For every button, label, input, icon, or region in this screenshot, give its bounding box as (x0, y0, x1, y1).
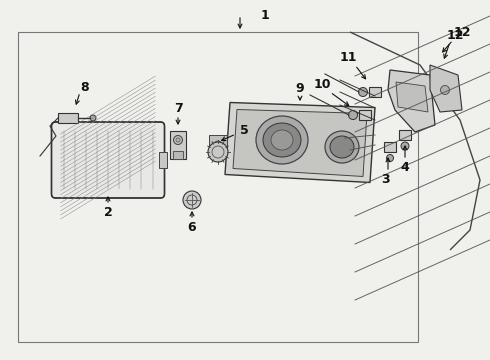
Ellipse shape (401, 142, 409, 150)
Ellipse shape (387, 154, 393, 162)
Text: 11: 11 (339, 50, 357, 63)
Bar (170, 131, 186, 159)
Polygon shape (430, 65, 462, 112)
Bar (58, 113, 78, 123)
Ellipse shape (173, 135, 182, 144)
Bar (384, 142, 396, 152)
Polygon shape (233, 109, 367, 176)
Text: 12: 12 (453, 26, 471, 39)
Bar (399, 130, 411, 140)
Ellipse shape (441, 86, 449, 95)
FancyBboxPatch shape (51, 122, 165, 198)
Text: 6: 6 (188, 220, 196, 234)
Text: 8: 8 (81, 81, 89, 94)
Text: 12: 12 (446, 28, 464, 41)
Ellipse shape (271, 130, 293, 150)
Ellipse shape (359, 87, 368, 96)
Text: 7: 7 (173, 102, 182, 114)
Bar (209, 135, 227, 155)
Bar (369, 87, 381, 97)
Ellipse shape (330, 136, 354, 158)
Bar (18, 32, 418, 342)
Text: 10: 10 (313, 77, 331, 90)
Ellipse shape (348, 111, 358, 120)
Text: 3: 3 (381, 172, 390, 185)
Ellipse shape (183, 191, 201, 209)
Polygon shape (225, 103, 375, 183)
Ellipse shape (208, 142, 228, 162)
Text: 4: 4 (401, 161, 409, 174)
Ellipse shape (256, 116, 308, 164)
Polygon shape (396, 82, 428, 112)
Text: 2: 2 (103, 206, 112, 219)
Ellipse shape (90, 115, 96, 121)
Bar (173, 151, 183, 159)
Bar (158, 152, 167, 168)
Polygon shape (388, 70, 435, 132)
Text: 9: 9 (295, 81, 304, 95)
Ellipse shape (325, 131, 359, 163)
Bar (359, 110, 371, 120)
Ellipse shape (214, 141, 222, 149)
Text: 5: 5 (240, 123, 248, 136)
Ellipse shape (263, 123, 301, 157)
Text: 1: 1 (261, 9, 270, 22)
